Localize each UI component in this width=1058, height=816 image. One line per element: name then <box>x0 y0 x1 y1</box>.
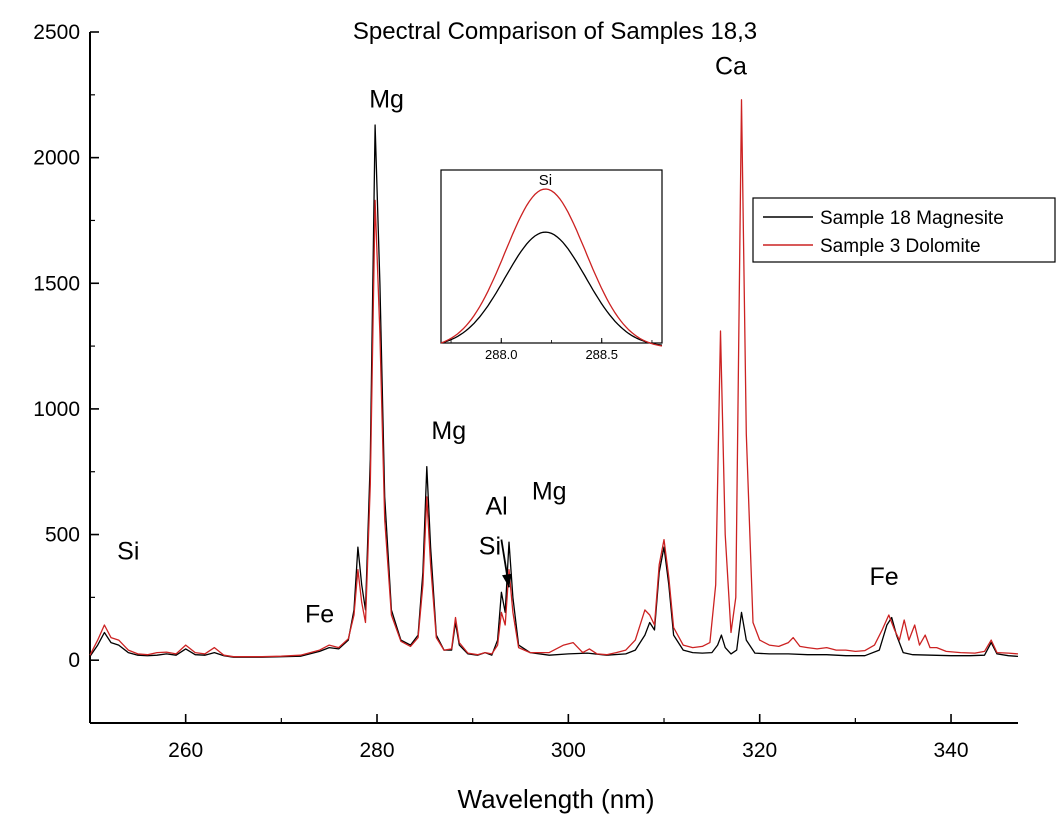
x-tick-label: 280 <box>359 739 394 762</box>
peak-annotation: Si <box>479 533 501 561</box>
y-tick-label: 1500 <box>33 272 80 295</box>
legend-box <box>752 197 1056 263</box>
chart-title: Spectral Comparison of Samples 18,3 <box>353 18 757 45</box>
peak-annotation: Ca <box>715 53 747 81</box>
x-axis-label: Wavelength (nm) <box>458 784 655 814</box>
y-tick-label: 1000 <box>33 398 80 421</box>
peak-annotation: Fe <box>869 563 898 591</box>
x-tick-label: 340 <box>934 739 969 762</box>
inset-x-tick-label: 288.5 <box>585 347 618 362</box>
legend-label: Sample 3 Dolomite <box>820 236 981 257</box>
annotation-layer: Si Fe Mg Mg Si Al Mg Ca Fe <box>117 53 899 629</box>
legend: Sample 18 Magnesite Sample 3 Dolomite <box>752 197 1056 263</box>
peak-annotation: Mg <box>532 477 567 505</box>
x-tick-label: 260 <box>168 739 203 762</box>
peak-annotation: Mg <box>431 417 466 445</box>
peak-annotation: Mg <box>369 85 404 113</box>
annotation-arrow-head <box>502 573 512 588</box>
peak-annotation: Al <box>485 492 507 520</box>
inset-x-tick-label: 288.0 <box>485 347 518 362</box>
inset-plot: 288.0 288.5 Si <box>440 169 663 362</box>
x-tick-label: 300 <box>551 739 586 762</box>
inset-peak-magnesite <box>440 231 663 346</box>
y-tick-label: 0 <box>68 649 80 672</box>
legend-label: Sample 18 Magnesite <box>820 208 1004 229</box>
inset-peak-label: Si <box>539 172 552 189</box>
y-tick-label: 2000 <box>33 147 80 170</box>
y-tick-label: 500 <box>45 524 80 547</box>
series-layer <box>89 99 1019 658</box>
axes: 0 500 1000 1500 2000 2500 260 280 300 320 340 <box>33 21 1018 762</box>
x-tick-label: 320 <box>742 739 777 762</box>
inset-peak-dolomite <box>440 188 663 347</box>
peak-annotation: Si <box>117 538 139 566</box>
y-tick-label: 2500 <box>33 21 80 44</box>
inset-frame <box>440 169 663 344</box>
series-line-dolomite <box>89 99 1019 658</box>
peak-annotation: Fe <box>305 600 334 628</box>
